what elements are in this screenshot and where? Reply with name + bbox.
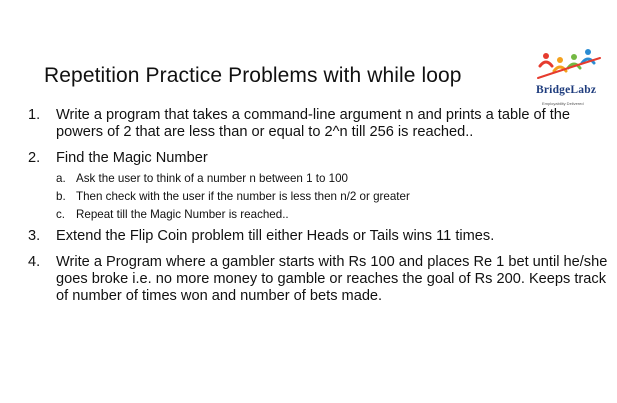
item-text: Extend the Flip Coin problem till either… <box>56 228 495 244</box>
sub-item-letter: b. <box>56 190 66 203</box>
sub-item-letter: c. <box>56 208 66 221</box>
logo-tagline: Employability Delivered <box>542 101 584 106</box>
sub-list-item: b. Then check with the user if the numbe… <box>56 189 608 204</box>
item-number: 1. <box>28 107 41 123</box>
item-text: Write a Program where a gambler starts w… <box>56 254 608 304</box>
list-item: 2. Find the Magic Number a. Ask the user… <box>28 150 608 222</box>
sub-item-text: Then check with the user if the number i… <box>76 190 410 203</box>
sub-item-letter: a. <box>56 172 66 185</box>
sub-item-text: Ask the user to think of a number n betw… <box>76 172 348 185</box>
slide-title: Repetition Practice Problems with while … <box>44 64 462 87</box>
problem-list: 1. Write a program that takes a command-… <box>28 107 608 305</box>
logo-name: BridgeLabz <box>536 84 597 96</box>
sub-list-item: a. Ask the user to think of a number n b… <box>56 171 608 186</box>
sub-list-item: c. Repeat till the Magic Number is reach… <box>56 207 608 222</box>
bridgelabz-logo: BridgeLabz Employability Delivered <box>530 44 608 110</box>
item-text: Find the Magic Number <box>56 150 208 166</box>
sub-item-text: Repeat till the Magic Number is reached.… <box>76 208 289 221</box>
list-item: 1. Write a program that takes a command-… <box>28 107 608 141</box>
list-item: 4. Write a Program where a gambler start… <box>28 254 608 305</box>
item-number: 3. <box>28 228 41 244</box>
item-number: 4. <box>28 254 41 270</box>
people-figures-icon <box>537 49 601 79</box>
item-text: Write a program that takes a command-lin… <box>56 107 571 140</box>
sub-list: a. Ask the user to think of a number n b… <box>56 171 608 222</box>
item-number: 2. <box>28 150 41 166</box>
list-item: 3. Extend the Flip Coin problem till eit… <box>28 228 608 245</box>
